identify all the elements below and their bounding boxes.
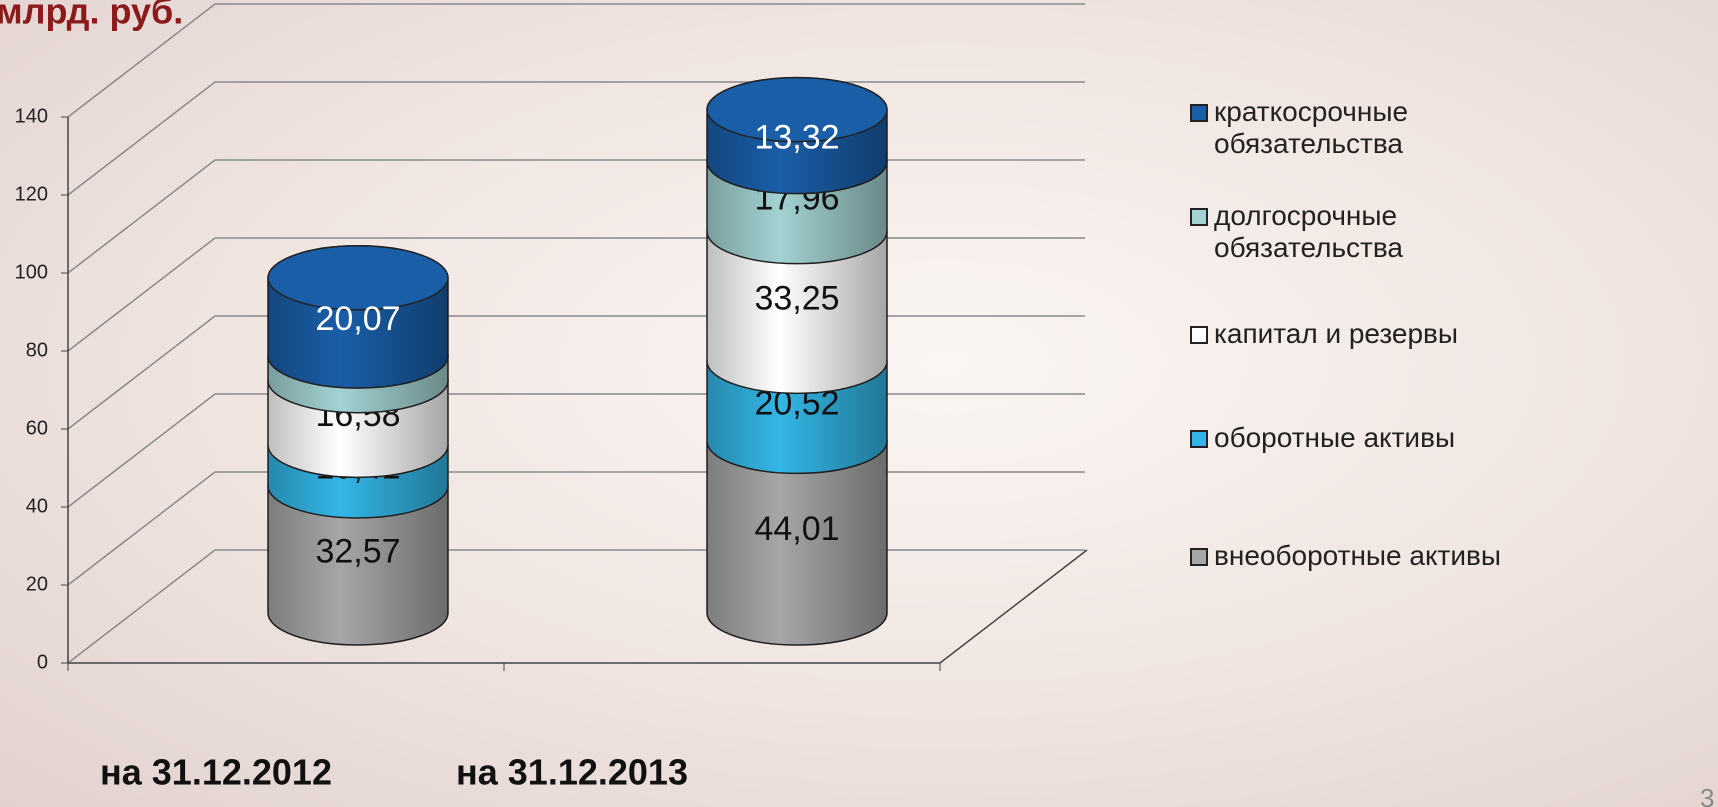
grid-line bbox=[67, 549, 1085, 664]
data-label: 44,01 bbox=[754, 510, 839, 548]
y-tick-label: 60 bbox=[26, 417, 48, 439]
legend-label: капитал и резервы bbox=[1214, 318, 1459, 349]
legend-item: долгосрочные обязательства bbox=[1190, 200, 1535, 264]
grid-line bbox=[67, 393, 1085, 508]
legend-swatch bbox=[1190, 104, 1208, 122]
data-label: 32,57 bbox=[315, 532, 400, 570]
legend-swatch bbox=[1190, 208, 1208, 226]
legend-label: долгосрочные обязательства bbox=[1214, 200, 1403, 263]
data-label: 33,25 bbox=[754, 279, 839, 317]
grid-line bbox=[67, 3, 1085, 118]
legend-label: оборотные активы bbox=[1214, 422, 1456, 453]
y-tick-label: 120 bbox=[15, 183, 48, 205]
grid-line bbox=[67, 237, 1085, 352]
legend-swatch bbox=[1190, 430, 1208, 448]
grid-line bbox=[67, 81, 1085, 196]
bar-top bbox=[267, 245, 449, 311]
legend-swatch bbox=[1190, 548, 1208, 566]
legend-item: оборотные активы bbox=[1190, 422, 1535, 454]
legend-item: капитал и резервы bbox=[1190, 318, 1535, 350]
grid-line bbox=[67, 315, 1085, 430]
y-tick-label: 80 bbox=[26, 339, 48, 361]
bar-top bbox=[706, 76, 888, 143]
legend-item: внеоборотные активы bbox=[1190, 540, 1535, 572]
floor bbox=[68, 549, 1088, 664]
x-tick-label: на 31.12.2013 bbox=[456, 752, 688, 793]
y-tick-label: 20 bbox=[26, 573, 48, 595]
grid-line bbox=[67, 159, 1085, 274]
y-tick-label: 40 bbox=[26, 495, 48, 517]
legend-label: краткосрочные обязательства bbox=[1214, 96, 1409, 159]
page-number: 3 bbox=[1700, 783, 1714, 807]
chart-title: млрд. руб. bbox=[0, 0, 183, 32]
legend-swatch bbox=[1190, 326, 1208, 344]
grid-line bbox=[67, 471, 1085, 586]
legend-label: внеоборотные активы bbox=[1214, 540, 1501, 571]
y-tick-label: 140 bbox=[15, 105, 48, 127]
data-label: 13,32 bbox=[754, 119, 839, 157]
y-tick-label: 100 bbox=[15, 261, 48, 283]
x-tick-label: на 31.12.2012 bbox=[100, 752, 332, 793]
y-tick-label: 0 bbox=[37, 651, 48, 673]
data-label: 20,07 bbox=[315, 300, 400, 338]
legend-item: краткосрочные обязательства bbox=[1190, 96, 1535, 160]
